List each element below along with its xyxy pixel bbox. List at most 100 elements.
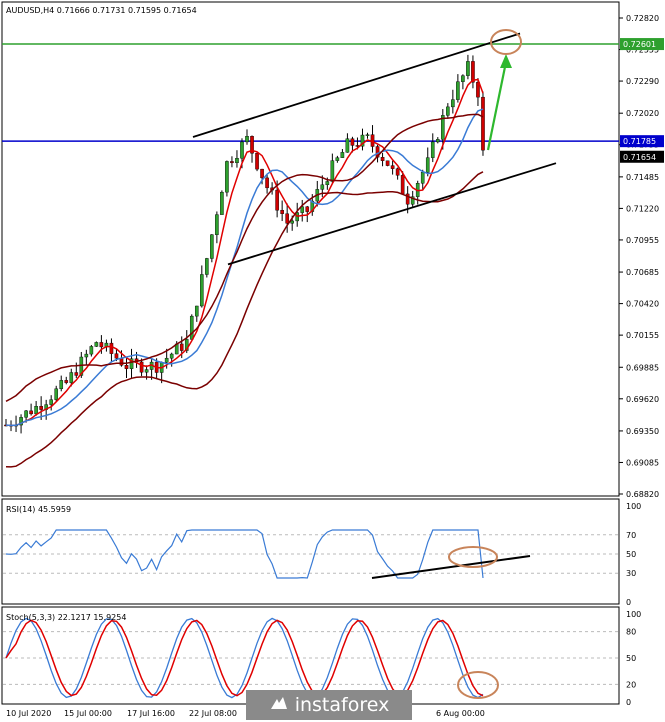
candle-body bbox=[350, 138, 355, 146]
candle-body bbox=[471, 61, 475, 83]
candle-body bbox=[220, 191, 224, 215]
candle-body bbox=[24, 410, 28, 418]
y-tick-label: 0.70420 bbox=[626, 300, 659, 309]
ma-fast-line bbox=[5, 78, 484, 427]
candle-body bbox=[59, 380, 64, 390]
x-tick-label: 10 Jul 2020 bbox=[6, 709, 51, 718]
candle-body bbox=[19, 417, 23, 426]
candle-body bbox=[380, 157, 385, 161]
stoch-title: Stoch(5,3,3) 22.1217 15.9254 bbox=[6, 613, 126, 622]
candle-body bbox=[235, 158, 239, 164]
instaforex-logo-icon bbox=[269, 695, 289, 715]
candle-body bbox=[34, 406, 38, 415]
rsi-circle bbox=[448, 546, 498, 568]
candle-body bbox=[124, 365, 129, 369]
green-arrow-head bbox=[500, 54, 512, 68]
y-tick-label: 0.70155 bbox=[626, 331, 659, 340]
target-circle bbox=[490, 29, 522, 55]
rsi-tick-label: 100 bbox=[626, 502, 641, 511]
candle-body bbox=[390, 165, 395, 169]
price-label-box bbox=[620, 150, 664, 163]
stoch-tick-label: 20 bbox=[626, 680, 636, 689]
candle-body bbox=[481, 96, 485, 151]
candle-body bbox=[290, 220, 294, 224]
candle-body bbox=[425, 157, 430, 173]
candle-body bbox=[320, 184, 325, 190]
x-tick-label: 17 Jul 16:00 bbox=[127, 709, 175, 718]
bollinger-lower bbox=[5, 171, 484, 468]
candle-body bbox=[79, 356, 84, 376]
candle-body bbox=[260, 168, 264, 179]
candle-body bbox=[345, 138, 350, 153]
instaforex-watermark: instaforex bbox=[246, 690, 412, 720]
candle-body bbox=[400, 175, 405, 195]
price-label-box bbox=[620, 38, 664, 51]
rsi-tick-label: 0 bbox=[626, 598, 631, 607]
candle-body bbox=[250, 136, 254, 154]
candle-body bbox=[189, 315, 194, 340]
price-label: 0.72601 bbox=[623, 40, 656, 49]
candle-body bbox=[194, 305, 199, 317]
green-arrow-line bbox=[486, 61, 508, 151]
candle-body bbox=[420, 172, 425, 184]
x-tick-label: 15 Jul 00:00 bbox=[64, 709, 112, 718]
rsi-title: RSI(14) 45.5959 bbox=[6, 505, 71, 514]
candle-body bbox=[169, 353, 174, 359]
candle-body bbox=[200, 274, 204, 307]
candle-body bbox=[205, 258, 209, 275]
candle-body bbox=[265, 177, 269, 189]
stoch-tick-label: 100 bbox=[626, 610, 641, 619]
candle-body bbox=[94, 342, 99, 347]
price-label: 0.71785 bbox=[623, 137, 656, 146]
candle-body bbox=[466, 61, 470, 76]
candle-body bbox=[410, 196, 415, 205]
candle-body bbox=[89, 346, 94, 355]
candle-body bbox=[405, 193, 410, 205]
bollinger-upper bbox=[5, 113, 484, 402]
candle-body bbox=[441, 115, 445, 140]
price-label-box bbox=[620, 135, 664, 148]
candle-body bbox=[64, 380, 69, 383]
candle-body bbox=[184, 339, 189, 351]
candle-body bbox=[99, 342, 104, 348]
candle-body bbox=[360, 134, 365, 147]
candle-body bbox=[325, 181, 330, 186]
y-tick-label: 0.70685 bbox=[626, 268, 659, 277]
candle-body bbox=[456, 81, 460, 100]
candle-body bbox=[84, 353, 89, 358]
candle-body bbox=[109, 342, 114, 354]
candle-body bbox=[430, 141, 435, 158]
rsi-tick-label: 70 bbox=[626, 531, 636, 540]
rsi-panel-frame bbox=[1, 498, 620, 605]
y-tick-label: 0.71220 bbox=[626, 204, 659, 213]
ma-slow-line bbox=[5, 108, 484, 427]
candle-body bbox=[49, 399, 53, 405]
candle-body bbox=[119, 358, 124, 366]
candle-body bbox=[300, 206, 305, 213]
candle-body bbox=[129, 358, 134, 369]
x-tick-label: 22 Jul 08:00 bbox=[189, 709, 237, 718]
y-tick-label: 0.72290 bbox=[626, 77, 659, 86]
candle-body bbox=[365, 134, 370, 136]
candle-body bbox=[285, 213, 289, 224]
y-tick-label: 0.69350 bbox=[626, 427, 659, 436]
candle-body bbox=[69, 372, 74, 383]
rsi-tick-label: 50 bbox=[626, 550, 636, 559]
channel-lower-line bbox=[227, 162, 557, 266]
y-tick-label: 0.69885 bbox=[626, 363, 659, 372]
candle-body bbox=[225, 161, 229, 193]
y-tick-label: 0.70955 bbox=[626, 236, 659, 245]
candle-body bbox=[215, 214, 219, 235]
candle-body bbox=[144, 369, 149, 373]
candle-body bbox=[395, 168, 400, 176]
candle-body bbox=[385, 160, 390, 166]
candle-body bbox=[476, 82, 480, 98]
candle-body bbox=[280, 210, 284, 214]
channel-upper-line bbox=[192, 32, 521, 138]
candle-body bbox=[74, 372, 79, 376]
y-tick-label: 0.69085 bbox=[626, 458, 659, 467]
rsi-line bbox=[5, 529, 484, 579]
candle-body bbox=[330, 160, 335, 182]
candle-body bbox=[435, 139, 440, 143]
